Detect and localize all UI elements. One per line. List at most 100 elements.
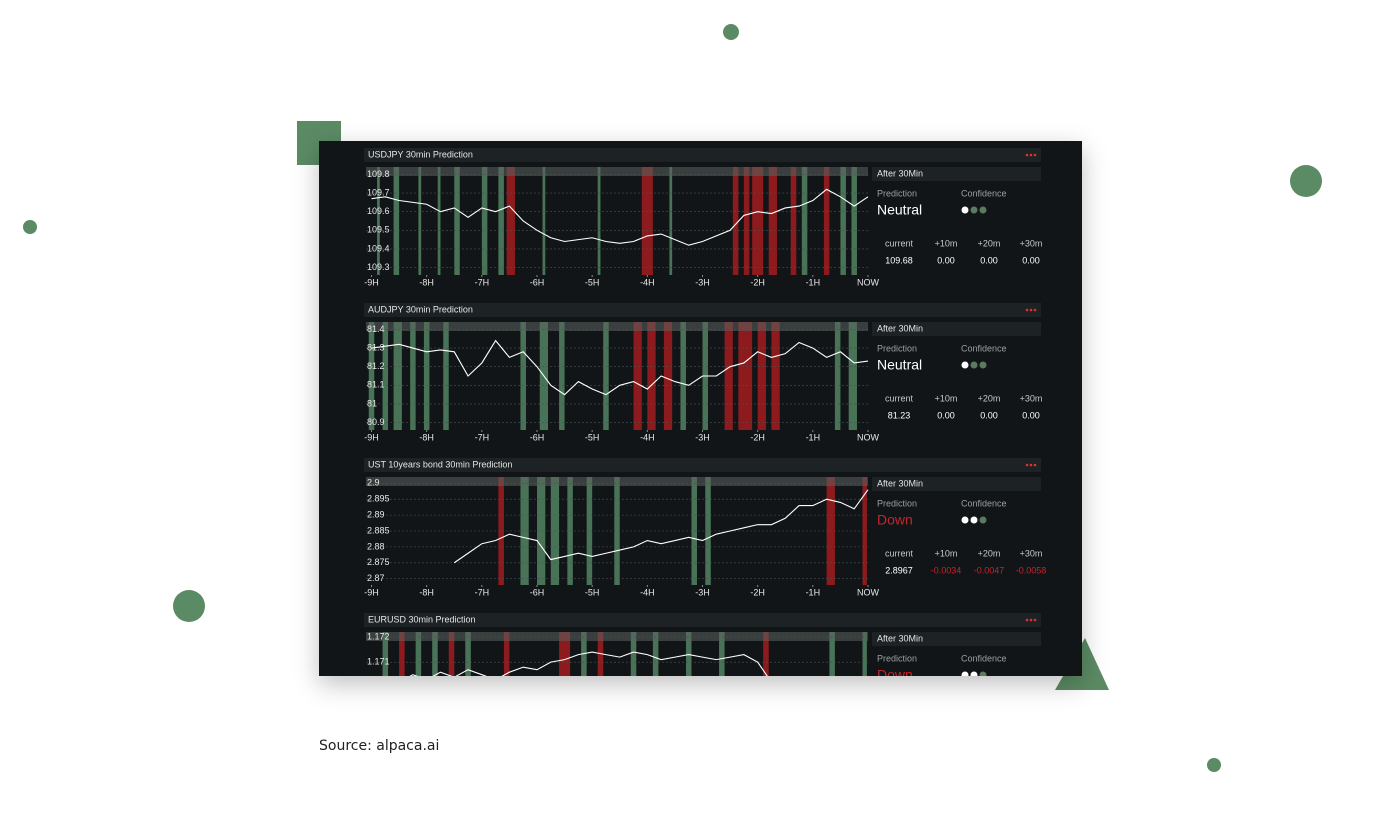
signal-band — [790, 167, 797, 275]
chart-title: AUDJPY 30min Prediction — [368, 304, 473, 314]
x-tick-label: -1H — [806, 587, 821, 597]
y-tick-label: 2.87 — [367, 573, 385, 583]
chart-title: USDJPY 30min Prediction — [368, 149, 473, 159]
table-value: -0.0058 — [1016, 565, 1047, 575]
signal-band — [614, 477, 620, 585]
signal-band — [448, 632, 455, 676]
x-tick-label: -4H — [640, 277, 655, 287]
x-tick-label: -2H — [750, 277, 765, 287]
confidence-dot — [979, 671, 987, 676]
signal-band — [399, 632, 405, 676]
signal-band — [685, 632, 692, 676]
table-value: 0.00 — [980, 255, 998, 265]
table-header: current — [885, 393, 914, 403]
signal-band — [520, 477, 529, 585]
side-header-bar — [872, 167, 1041, 181]
side-header: After 30Min — [877, 168, 923, 178]
title-bar — [364, 148, 1041, 162]
signal-band — [851, 167, 857, 275]
signal-band — [652, 632, 659, 676]
deco-triangle — [1055, 638, 1109, 690]
table-value: 2.8967 — [885, 565, 913, 575]
deco-circle — [723, 24, 739, 40]
signal-band — [382, 322, 389, 430]
signal-band — [423, 322, 430, 430]
y-tick-label: 2.885 — [367, 525, 390, 535]
y-tick-label: 1.172 — [367, 631, 390, 641]
signal-band — [443, 322, 449, 430]
title-bar — [364, 613, 1041, 627]
x-tick-label: -9H — [364, 587, 379, 597]
confidence-label: Confidence — [961, 343, 1007, 353]
side-header: After 30Min — [877, 478, 923, 488]
x-tick-label: -2H — [750, 587, 765, 597]
y-tick-label: 109.4 — [367, 243, 390, 253]
top-strip — [366, 167, 868, 176]
signal-band — [603, 322, 609, 430]
confidence-dot — [961, 671, 969, 676]
table-value: -0.0034 — [931, 565, 962, 575]
table-value: 109.68 — [885, 255, 913, 265]
x-tick-label: -6H — [530, 432, 545, 442]
title-bar — [364, 303, 1041, 317]
price-line — [453, 489, 869, 564]
deco-circle — [1207, 758, 1221, 772]
y-tick-label: 80.9 — [367, 417, 385, 427]
dashboard: USDJPY 30min Prediction 109.8 109.7 109.6 10… — [364, 148, 1047, 676]
signal-band — [481, 167, 488, 275]
y-tick-label: 81.1 — [367, 380, 385, 390]
signal-band — [498, 167, 504, 275]
table-header: +30m — [1020, 548, 1043, 558]
top-strip — [366, 632, 868, 641]
prediction-label: Prediction — [877, 188, 917, 198]
price-line — [371, 339, 869, 396]
confidence-dot — [970, 361, 978, 369]
signal-band — [586, 477, 593, 585]
side-header-bar — [872, 632, 1041, 646]
plot-area — [366, 167, 868, 275]
table-header: +30m — [1020, 393, 1043, 403]
x-tick-label: -6H — [530, 587, 545, 597]
prediction-value: Down — [877, 667, 913, 676]
table-header: +20m — [978, 393, 1001, 403]
signal-band — [393, 322, 402, 430]
y-tick-label: 81.4 — [367, 324, 385, 334]
y-tick-label: 2.89 — [367, 509, 385, 519]
y-tick-label: 1.171 — [367, 657, 390, 667]
signal-band — [559, 322, 565, 430]
signal-band — [757, 322, 766, 430]
table-value: 0.00 — [1022, 255, 1040, 265]
menu-dot — [1025, 308, 1029, 312]
menu-dot — [1025, 153, 1029, 157]
confidence-dot — [979, 516, 987, 524]
deco-circle — [1290, 165, 1322, 197]
signal-band — [840, 167, 846, 275]
signal-band — [454, 167, 460, 275]
table-header: +10m — [935, 238, 958, 248]
x-tick-label: NOW — [857, 587, 880, 597]
table-value: -0.0047 — [974, 565, 1005, 575]
signal-band — [382, 632, 389, 676]
top-strip — [366, 477, 868, 486]
signal-band — [647, 322, 656, 430]
menu-dot — [1033, 618, 1037, 622]
y-tick-label: 2.9 — [367, 478, 380, 488]
confidence-dot — [961, 516, 969, 524]
signal-band — [393, 167, 400, 275]
signal-band — [771, 322, 780, 430]
x-tick-label: -5H — [585, 432, 600, 442]
table-header: +30m — [1020, 238, 1043, 248]
y-tick-label: 109.5 — [367, 225, 390, 235]
table-value: 0.00 — [937, 255, 955, 265]
side-header: After 30Min — [877, 633, 923, 643]
signal-band — [542, 167, 546, 275]
signal-band — [848, 322, 857, 430]
x-tick-label: -7H — [475, 277, 490, 287]
signal-band — [368, 322, 375, 430]
prediction-label: Prediction — [877, 343, 917, 353]
x-tick-label: -3H — [695, 432, 710, 442]
signal-band — [641, 167, 653, 275]
signal-band — [559, 632, 571, 676]
signal-band — [503, 632, 510, 676]
signal-band — [663, 322, 673, 430]
